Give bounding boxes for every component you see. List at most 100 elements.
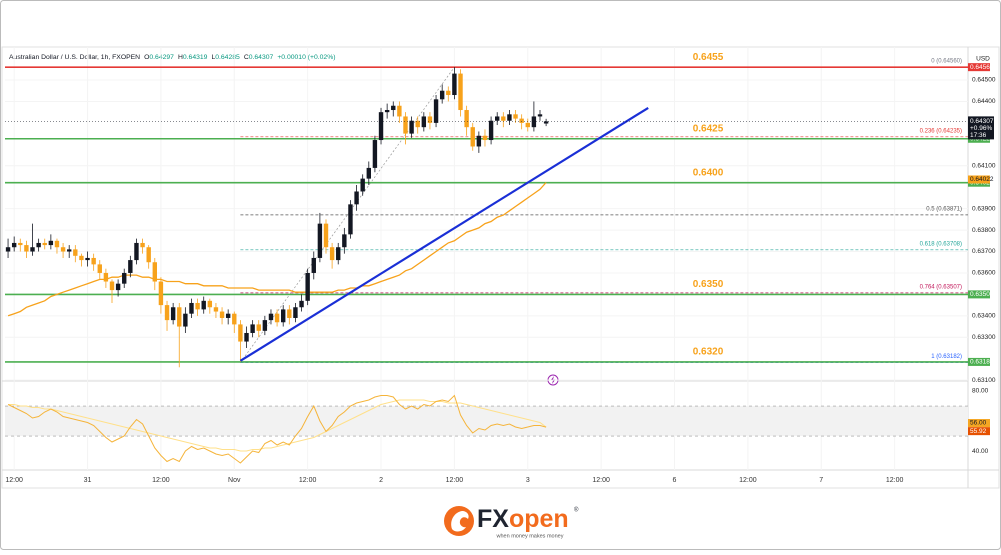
- candle-body: [5, 247, 11, 252]
- candle-body: [366, 167, 371, 179]
- candle-body: [219, 311, 225, 318]
- candle-body: [537, 114, 543, 117]
- candle-body: [409, 120, 414, 134]
- candle-body: [470, 127, 475, 147]
- current-price: 0.64307: [970, 118, 994, 125]
- candle-body: [323, 223, 329, 248]
- rsi-value: 55.92: [970, 428, 987, 435]
- x-tick-label: 12:00: [592, 477, 610, 484]
- candle-body: [54, 240, 60, 248]
- level-value: 0.64560: [970, 64, 994, 71]
- candle-body: [519, 118, 524, 123]
- y-tick-label: 0.63900: [972, 205, 996, 212]
- y-tick-label: 0.64400: [972, 98, 996, 105]
- y-tick-label: 0.64100: [972, 162, 996, 169]
- candle-body: [103, 272, 109, 282]
- candle-body: [281, 309, 286, 323]
- candle-body: [391, 105, 396, 111]
- candle-body: [170, 307, 176, 321]
- candle-body: [195, 302, 200, 310]
- current-price-box: [968, 116, 994, 140]
- candle-body: [378, 112, 384, 141]
- logo-dragon: [451, 511, 469, 532]
- candle-body: [439, 90, 445, 100]
- y-tick-label: 0.63300: [972, 334, 996, 341]
- candle-body: [177, 307, 182, 327]
- x-tick-label: 3: [526, 477, 530, 484]
- y-tick-label: 0.63100: [972, 377, 996, 384]
- candle-body: [293, 307, 298, 318]
- currency: USD: [976, 56, 990, 63]
- x-tick-label: 12:00: [5, 477, 23, 484]
- candle-body: [146, 247, 151, 263]
- candle-body: [501, 116, 506, 121]
- candle-body: [507, 114, 512, 121]
- candle-body: [250, 324, 255, 333]
- candle-body: [311, 257, 316, 273]
- x-tick-label: 12:00: [739, 477, 757, 484]
- y-tick-label: 0.63800: [972, 227, 996, 234]
- ohlc-letter: L: [211, 54, 215, 61]
- logo: FXopen ® when money makes money: [444, 505, 579, 539]
- candle-body: [24, 245, 29, 252]
- fib-label: 0.5 (0.63871): [926, 206, 962, 212]
- candle-body: [201, 300, 206, 310]
- candle-body: [274, 313, 280, 323]
- candle-body: [262, 320, 268, 331]
- candle-body: [225, 313, 231, 318]
- candle-body: [342, 234, 347, 248]
- level-annotation: 0.6400: [693, 167, 724, 178]
- countdown: 17:36: [970, 132, 987, 139]
- candle-body: [42, 242, 47, 246]
- candle-body: [348, 204, 353, 235]
- candle-body: [488, 120, 494, 141]
- x-tick-label: 7: [819, 477, 823, 484]
- trendline: [239, 106, 649, 362]
- candle-body: [158, 281, 164, 306]
- candle-body: [213, 307, 219, 312]
- change: +0.00010 (+0.02%): [277, 54, 335, 61]
- fib-label: 0 (0.64560): [931, 59, 962, 65]
- x-tick-label: 12:00: [152, 477, 170, 484]
- ohlc-value: 0.64307: [249, 54, 274, 61]
- candle-body: [67, 249, 72, 252]
- candle-body: [91, 257, 96, 265]
- candle-body: [164, 305, 170, 321]
- candle-body: [60, 247, 66, 252]
- rsi-tick-label: 80.00: [972, 388, 989, 395]
- ohlc-letter: H: [178, 54, 183, 61]
- candle-body: [256, 324, 261, 331]
- candle-body: [476, 135, 482, 147]
- candle-body: [433, 99, 439, 123]
- x-tick-label: Nov: [228, 477, 241, 484]
- candle-body: [48, 240, 54, 246]
- level-annotation: 0.6350: [693, 279, 724, 290]
- x-tick-label: 2: [379, 477, 383, 484]
- level-value-box: [968, 290, 990, 299]
- candle-body: [122, 272, 127, 284]
- x-tick-label: 12:00: [446, 477, 464, 484]
- level-annotation: 0.6320: [693, 347, 724, 358]
- candle-body: [73, 249, 78, 256]
- ohlc-value: 0.64285: [215, 54, 240, 61]
- rsi-ma-value: 56.00: [970, 420, 987, 427]
- candle-body: [232, 313, 237, 325]
- symbol-title: Australian Dollar / U.S. Dollar, 1h, FXO…: [9, 54, 140, 61]
- candle-body: [115, 283, 121, 291]
- candle-body: [415, 120, 420, 128]
- change-percent: +0.96%: [970, 125, 992, 132]
- candle-body: [152, 262, 157, 282]
- y-tick-label: 0.64500: [972, 77, 996, 84]
- level-value: 0.63500: [970, 291, 994, 298]
- candle-body: [97, 264, 102, 273]
- header: Australian Dollar / U.S. Dollar, 1h, FXO…: [9, 54, 336, 61]
- candle-body: [446, 90, 451, 96]
- x-tick-label: 6: [673, 477, 677, 484]
- candle-body: [513, 114, 518, 119]
- candle-body: [140, 242, 145, 248]
- candle-body: [372, 140, 378, 168]
- rsi-line: [7, 394, 547, 464]
- candle-body: [531, 116, 537, 128]
